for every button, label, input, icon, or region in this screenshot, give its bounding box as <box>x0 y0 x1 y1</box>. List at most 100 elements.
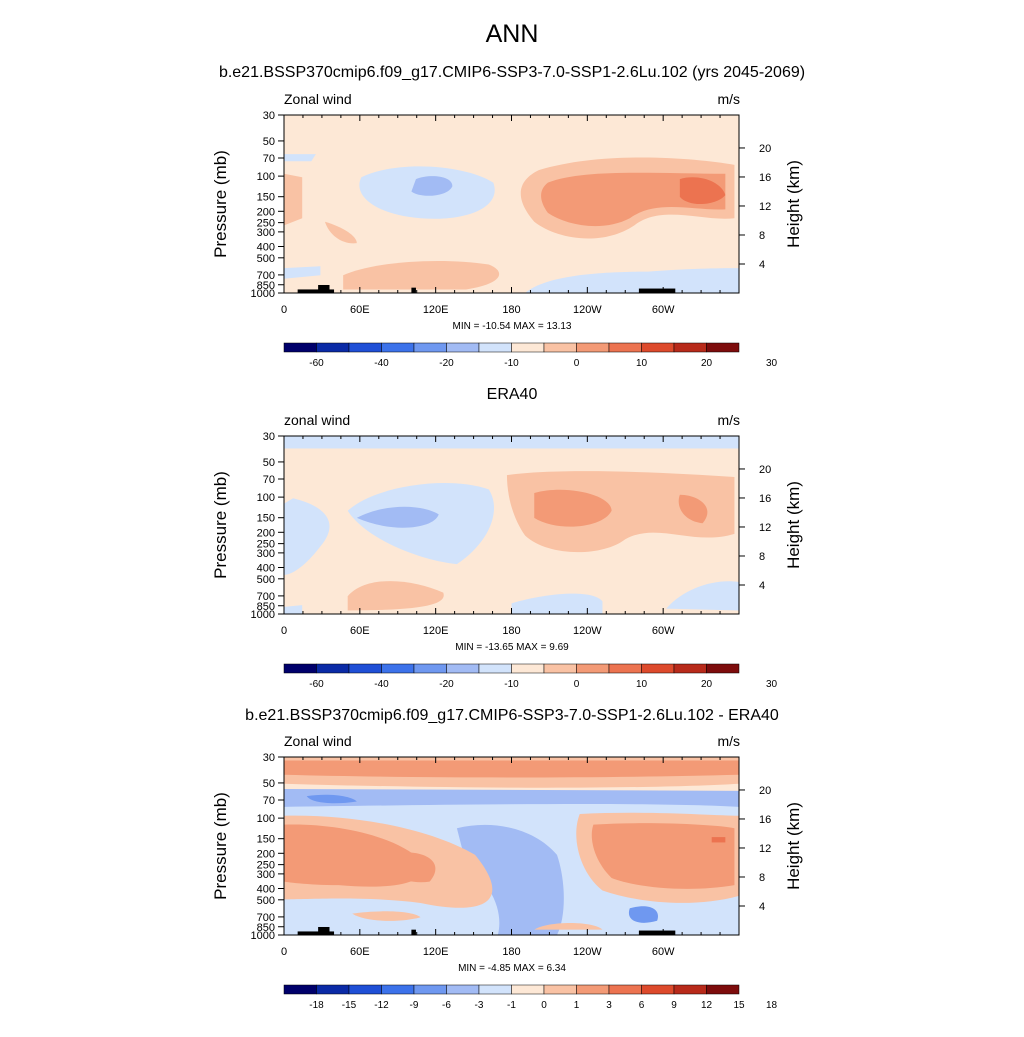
y-tick-label: 850 <box>257 601 275 613</box>
contour-region-2 <box>284 498 330 575</box>
x-tick-label: 180 <box>502 946 520 958</box>
contour-region-9 <box>384 852 436 883</box>
contour-region-14 <box>352 911 421 921</box>
colorbar-swatch <box>673 342 707 353</box>
y-tick-label: 70 <box>263 474 275 486</box>
colorbar-label: -40 <box>374 358 389 369</box>
colorbar-label: 10 <box>636 358 648 369</box>
contour-region-12 <box>711 837 726 843</box>
colorbar-swatch <box>413 984 447 995</box>
colorbar-swatch <box>478 342 512 353</box>
y-tick-label: 500 <box>257 574 275 586</box>
colorbar-swatch <box>673 984 707 995</box>
contour-region-3 <box>284 760 739 778</box>
colorbar-swatch <box>543 984 577 995</box>
colorbar-label: 20 <box>701 358 713 369</box>
colorbar-swatch <box>511 342 545 353</box>
y-tick-label: 70 <box>263 153 275 165</box>
colorbar-label: 0 <box>541 1000 547 1011</box>
x-tick-label: 120E <box>423 946 449 958</box>
y-tick-label: 30 <box>263 110 275 122</box>
panel-1-variable-label: Zonal wind <box>284 91 352 107</box>
y2-tick-label: 20 <box>759 143 771 155</box>
colorbar-label: -20 <box>439 358 454 369</box>
x-tick-label: 180 <box>502 304 520 316</box>
x-tick-label: 60W <box>652 304 675 316</box>
topography-block-1 <box>297 931 335 935</box>
y-tick-label: 700 <box>257 591 275 603</box>
panel-3-units-label: m/s <box>717 733 740 749</box>
colorbar-label: -9 <box>410 1000 419 1011</box>
contour-region-11 <box>591 823 735 889</box>
colorbar-label: -10 <box>504 358 519 369</box>
y2-tick-label: 8 <box>759 230 765 242</box>
y-tick-label: 100 <box>257 492 275 504</box>
y-tick-label: 250 <box>257 539 275 551</box>
contour-region-11 <box>284 266 321 279</box>
y2-tick-label: 8 <box>759 551 765 563</box>
y-tick-label: 100 <box>257 813 275 825</box>
contour-region-11 <box>284 605 303 614</box>
colorbar-label: 15 <box>733 1000 745 1011</box>
contour-region-5 <box>306 794 357 804</box>
contour-region-7 <box>284 173 303 226</box>
y-tick-label: 200 <box>257 848 275 860</box>
colorbar-swatch <box>511 984 545 995</box>
colorbar-swatch <box>576 984 610 995</box>
colorbar-label: 1 <box>574 1000 580 1011</box>
y-tick-label: 250 <box>257 218 275 230</box>
panel-2-min-max: MIN = -13.65 MAX = 9.69 <box>455 642 569 653</box>
colorbar-swatch <box>706 984 740 995</box>
topography-block-2 <box>318 284 330 293</box>
y-tick-label: 150 <box>257 834 275 846</box>
y2-tick-label: 20 <box>759 785 771 797</box>
colorbar-label: -10 <box>504 679 519 690</box>
colorbar-swatch <box>381 984 415 995</box>
x-tick-label: 0 <box>281 946 287 958</box>
colorbar-swatch <box>511 663 545 674</box>
contour-region-3 <box>284 154 316 162</box>
colorbar-swatch <box>706 342 740 353</box>
colorbar-swatch <box>641 342 675 353</box>
contour-region-9 <box>343 260 500 290</box>
colorbar-label: 20 <box>701 679 713 690</box>
x-tick-label: 60E <box>350 304 370 316</box>
panel-3-variable-label: Zonal wind <box>284 733 352 749</box>
y-tick-label: 200 <box>257 527 275 539</box>
y-tick-label: 400 <box>257 241 275 253</box>
y-tick-label: 500 <box>257 253 275 265</box>
y-tick-label: 1000 <box>251 288 275 300</box>
y-axis-title: Pressure (mb) <box>211 792 230 900</box>
contour-region-4 <box>356 506 439 528</box>
colorbar-swatch <box>348 663 382 674</box>
colorbar-label: -1 <box>507 1000 516 1011</box>
y2-axis-title: Height (km) <box>784 481 803 569</box>
colorbar-label: -15 <box>342 1000 357 1011</box>
colorbar-swatch <box>413 663 447 674</box>
y2-tick-label: 20 <box>759 464 771 476</box>
colorbar-swatch <box>608 342 642 353</box>
y-tick-label: 300 <box>257 227 275 239</box>
colorbar-label: 3 <box>606 1000 612 1011</box>
panel-1-plot: 0 60E 120E 180 120W 60W3050701001502002503004… <box>211 110 803 369</box>
colorbar-label: -20 <box>439 679 454 690</box>
y-tick-label: 850 <box>257 280 275 292</box>
panel-1-units-label: m/s <box>717 91 740 107</box>
x-tick-label: 120E <box>423 625 449 637</box>
y2-tick-label: 4 <box>759 259 765 271</box>
panel-3-plot: 0 60E 120E 180 120W 60W3050701001502002503004… <box>211 752 803 1011</box>
panel-3-min-max: MIN = -4.85 MAX = 6.34 <box>458 963 566 974</box>
main-title: ANN <box>485 20 539 48</box>
contour-region-13 <box>628 906 658 923</box>
y2-tick-label: 16 <box>759 493 771 505</box>
colorbar-swatch <box>316 984 350 995</box>
y-tick-label: 250 <box>257 860 275 872</box>
colorbar-label: 30 <box>766 358 778 369</box>
contour-region-10 <box>666 581 739 611</box>
colorbar-label: -18 <box>309 1000 324 1011</box>
contour-region-7 <box>678 494 708 524</box>
contour-region-9 <box>511 593 603 614</box>
y-tick-label: 400 <box>257 562 275 574</box>
colorbar-swatch <box>316 663 350 674</box>
contour-region-8 <box>347 581 444 611</box>
